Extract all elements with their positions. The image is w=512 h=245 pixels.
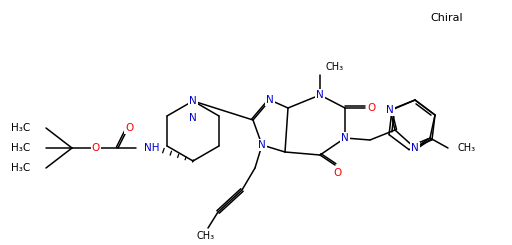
Text: H₃C: H₃C [11,143,30,153]
Text: N: N [341,133,349,143]
Text: H₃C: H₃C [11,163,30,173]
Text: O: O [125,123,133,133]
Text: H₃C: H₃C [11,123,30,133]
Text: CH₃: CH₃ [325,62,343,72]
Text: N: N [189,96,197,106]
Text: O: O [333,168,341,178]
Text: N: N [258,140,266,150]
Text: O: O [92,143,100,153]
Text: N: N [266,95,274,105]
Text: CH₃: CH₃ [197,231,215,241]
Text: O: O [368,103,376,113]
Text: CH₃: CH₃ [458,143,476,153]
Text: N: N [411,143,419,153]
Text: Chiral: Chiral [430,13,463,23]
Text: N: N [189,113,197,123]
Text: N: N [316,90,324,100]
Text: N: N [386,105,394,115]
Text: NH: NH [144,143,160,153]
